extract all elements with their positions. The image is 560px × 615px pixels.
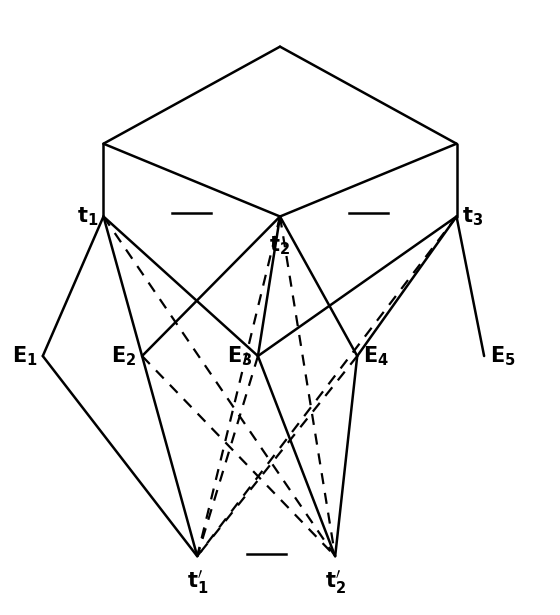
Text: $\mathbf{t_2}$: $\mathbf{t_2}$ xyxy=(269,235,291,257)
Text: $\mathbf{t_3}$: $\mathbf{t_3}$ xyxy=(462,205,483,228)
Text: $\mathbf{t_2'}$: $\mathbf{t_2'}$ xyxy=(325,568,346,597)
Text: $\mathbf{E_2}$: $\mathbf{E_2}$ xyxy=(111,344,137,368)
Text: $\mathbf{E_4}$: $\mathbf{E_4}$ xyxy=(363,344,389,368)
Text: $\mathbf{t_1'}$: $\mathbf{t_1'}$ xyxy=(186,568,208,597)
Text: $\mathbf{t_1}$: $\mathbf{t_1}$ xyxy=(77,205,98,228)
Text: $\mathbf{E_1}$: $\mathbf{E_1}$ xyxy=(12,344,38,368)
Text: $\mathbf{E_5}$: $\mathbf{E_5}$ xyxy=(489,344,515,368)
Text: $\mathbf{E_3}$: $\mathbf{E_3}$ xyxy=(227,344,253,368)
